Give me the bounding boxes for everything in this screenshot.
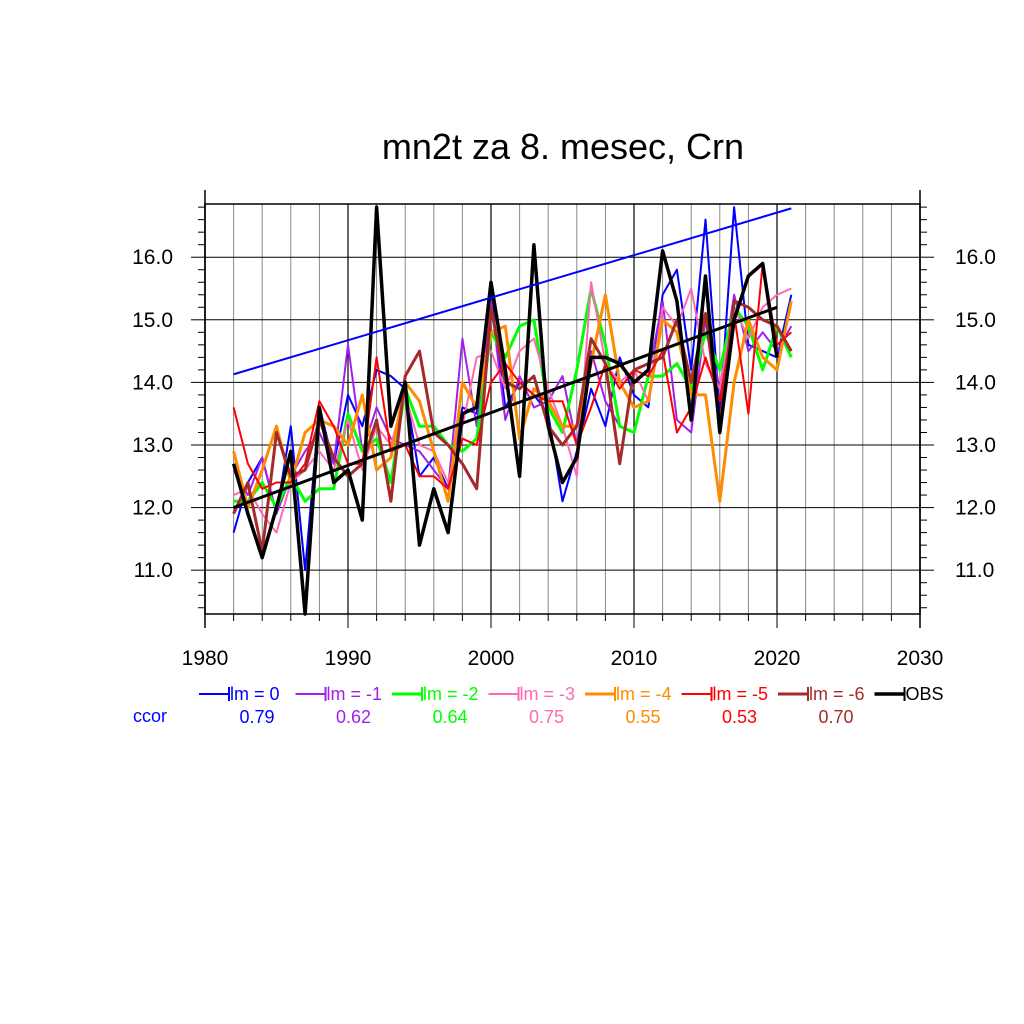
ccor-label: ccor: [133, 706, 167, 726]
y-tick-label-right: 13.0: [955, 434, 996, 457]
series-lines: [231, 205, 793, 616]
legend-label: lm = -5: [713, 684, 769, 704]
series-line: [232, 262, 792, 490]
ccor-value: 0.75: [529, 707, 564, 727]
chart-title: mn2t za 8. mesec, Crn: [382, 126, 744, 167]
x-tick-label: 2000: [468, 647, 515, 670]
series-line: [232, 293, 793, 510]
y-tick-label-left: 16.0: [132, 246, 173, 269]
ccor-value: 0.53: [722, 707, 757, 727]
plot-border: [204, 203, 921, 615]
legend-label: lm = -6: [809, 684, 865, 704]
x-tick-label: 2020: [754, 647, 801, 670]
y-tick-label-left: 14.0: [132, 371, 173, 394]
trend-lines: [233, 207, 792, 509]
axis-ticks: 1980 1990 2000 2010 2020 2030 11.0 11.0 12.0 12.0…: [132, 206, 996, 670]
y-tick-label-left: 11.0: [134, 559, 173, 582]
grid: [205, 204, 920, 614]
y-tick-label-right: 15.0: [955, 309, 996, 332]
legend-label: lm = -3: [520, 684, 576, 704]
ccor-value: 0.70: [818, 707, 853, 727]
series-line: [231, 205, 779, 616]
trend-line: [233, 207, 792, 376]
legend-label: lm = 0: [230, 684, 280, 704]
series-line: [233, 281, 792, 534]
ccor-value: 0.55: [625, 707, 660, 727]
legend: lm = 0 0.79 lm = -1 0.62 lm = -2 0.64 lm = -3 0…: [133, 684, 944, 727]
legend-label: lm = -2: [423, 684, 479, 704]
y-tick-label-left: 13.0: [132, 434, 173, 457]
legend-label: lm = -1: [327, 684, 383, 704]
y-tick-label-right: 11.0: [955, 559, 994, 582]
x-tick-label: 2030: [897, 647, 944, 670]
legend-label: OBS: [906, 684, 944, 704]
y-tick-label-right: 16.0: [955, 246, 996, 269]
y-tick-label-left: 15.0: [132, 309, 173, 332]
ccor-value: 0.79: [239, 707, 274, 727]
trend-line: [233, 305, 778, 509]
ccor-value: 0.64: [432, 707, 467, 727]
plot-frame: [204, 190, 921, 628]
x-tick-label: 1990: [325, 647, 372, 670]
x-tick-label: 2010: [611, 647, 658, 670]
y-tick-label-right: 12.0: [955, 497, 996, 520]
y-tick-label-right: 14.0: [955, 371, 996, 394]
ccor-value: 0.62: [336, 707, 371, 727]
x-tick-label: 1980: [182, 647, 229, 670]
legend-label: lm = -4: [616, 684, 672, 704]
y-tick-label-left: 12.0: [132, 497, 173, 520]
